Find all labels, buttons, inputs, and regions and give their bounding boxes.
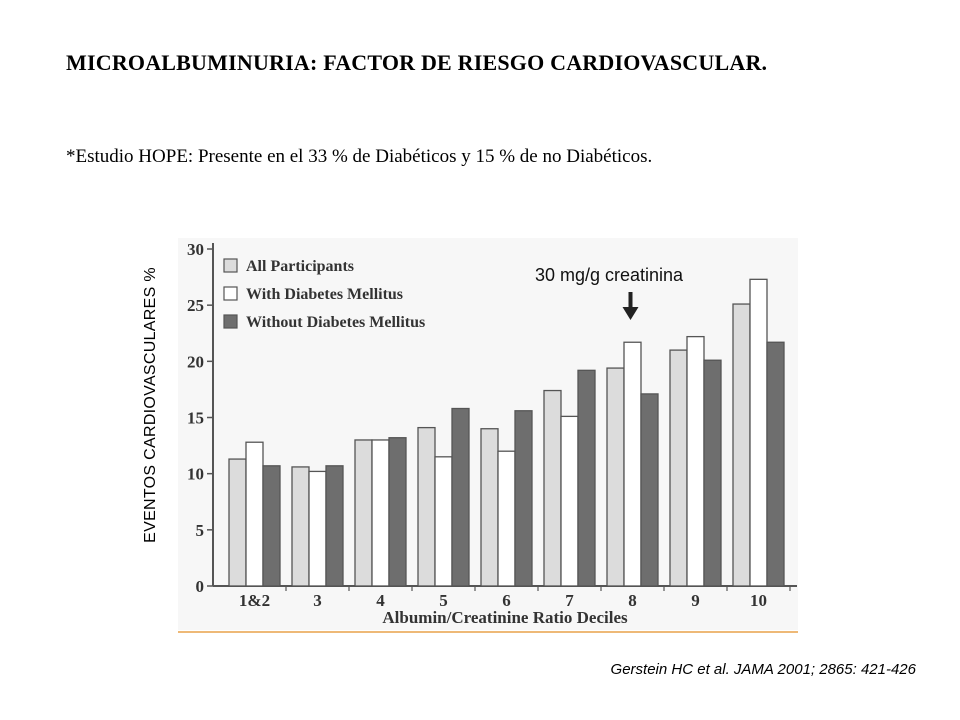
bar xyxy=(577,369,596,587)
y-tick-label: 5 xyxy=(196,521,205,540)
bar xyxy=(480,428,499,587)
bar xyxy=(371,439,390,587)
bar xyxy=(543,389,562,587)
bar xyxy=(703,359,722,587)
slide-title: MICROALBUMINURIA: FACTOR DE RIESGO CARDI… xyxy=(66,50,768,75)
bar xyxy=(514,410,533,587)
bar xyxy=(686,335,705,587)
bar xyxy=(291,466,310,587)
y-tick-label: 30 xyxy=(187,240,204,259)
y-tick-label: 0 xyxy=(196,577,205,596)
y-tick-label: 25 xyxy=(187,296,204,315)
bar xyxy=(497,450,516,587)
bar xyxy=(262,465,281,587)
bar xyxy=(623,341,642,587)
x-tick-label: 5 xyxy=(439,591,448,610)
legend-swatch xyxy=(223,286,238,301)
y-tick-label: 15 xyxy=(187,409,204,428)
x-tick-label: 1&2 xyxy=(239,591,270,610)
legend-label: With Diabetes Mellitus xyxy=(246,286,403,303)
y-ticks: 0 5 10 15 20 25 30 xyxy=(187,240,213,596)
bar xyxy=(417,426,436,587)
bar xyxy=(354,439,373,587)
legend-swatch xyxy=(223,314,238,329)
bar xyxy=(766,341,785,587)
x-tick-label: 7 xyxy=(565,591,574,610)
down-arrow-icon xyxy=(622,292,639,320)
x-tick-label: 8 xyxy=(628,591,637,610)
x-tick-label: 4 xyxy=(376,591,385,610)
y-tick-label: 10 xyxy=(187,465,204,484)
bar xyxy=(325,465,344,587)
bar xyxy=(749,278,768,587)
annotation: 30 mg/g creatinina xyxy=(535,265,684,320)
bar xyxy=(245,441,264,587)
bar xyxy=(228,458,247,587)
x-tick-label: 6 xyxy=(502,591,511,610)
x-tick-label: 3 xyxy=(313,591,322,610)
x-categories: 1&2 3 4 5 6 7 8 9 10 xyxy=(239,586,791,610)
bar xyxy=(308,470,327,587)
annotation-label: 30 mg/g creatinina xyxy=(535,265,684,285)
y-tick-label: 20 xyxy=(187,352,204,371)
legend-label: Without Diabetes Mellitus xyxy=(246,314,425,331)
slide-subtitle: *Estudio HOPE: Presente en el 33 % de Di… xyxy=(66,146,653,167)
legend-swatch xyxy=(223,258,238,273)
x-tick-label: 10 xyxy=(750,591,767,610)
x-axis-label: Albumin/Creatinine Ratio Deciles xyxy=(382,608,628,627)
legend-label: All Participants xyxy=(246,258,354,275)
bar xyxy=(732,303,751,587)
bars xyxy=(228,278,785,587)
bar xyxy=(669,349,688,587)
x-tick-label: 9 xyxy=(691,591,700,610)
bar xyxy=(606,367,625,587)
legend: All Participants With Diabetes Mellitus Wi… xyxy=(223,258,425,331)
citation: Gerstein HC et al. JAMA 2001; 2865: 421-… xyxy=(610,661,916,678)
bar xyxy=(451,407,470,587)
bar xyxy=(388,437,407,587)
bar xyxy=(560,415,579,587)
bar xyxy=(640,393,659,587)
bar xyxy=(434,456,453,587)
